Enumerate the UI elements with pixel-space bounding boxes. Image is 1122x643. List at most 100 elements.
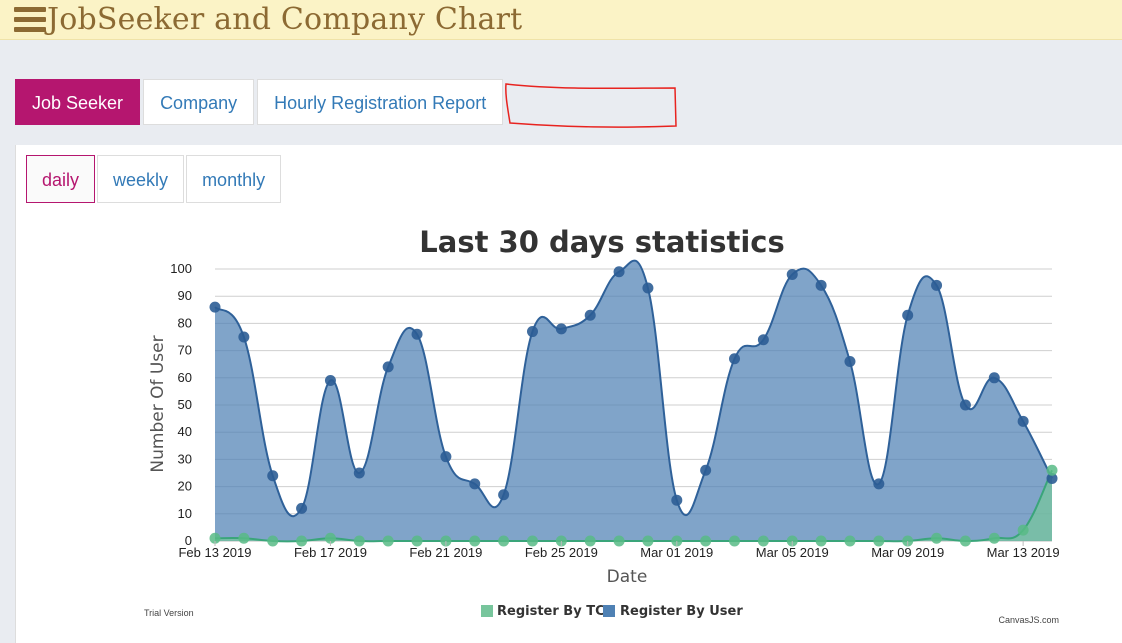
point-register-by-tc[interactable] <box>613 535 625 547</box>
page-title: JobSeeker and Company Chart <box>47 2 523 37</box>
trial-version-label: Trial Version <box>144 608 194 618</box>
point-register-by-user[interactable] <box>786 268 798 280</box>
main-tabs: Job Seeker Company Hourly Registration R… <box>15 79 506 125</box>
y-tick-label: 100 <box>170 261 192 276</box>
point-register-by-user[interactable] <box>815 279 827 291</box>
legend-swatch-user <box>603 605 615 617</box>
point-register-by-user[interactable] <box>757 334 769 346</box>
tab-company[interactable]: Company <box>143 79 255 125</box>
point-register-by-user[interactable] <box>382 361 394 373</box>
point-register-by-user[interactable] <box>555 323 567 335</box>
point-register-by-tc[interactable] <box>353 535 365 547</box>
point-register-by-tc[interactable] <box>238 532 250 544</box>
tab-daily[interactable]: daily <box>26 155 96 203</box>
y-tick-label: 90 <box>178 288 192 303</box>
point-register-by-user[interactable] <box>613 266 625 278</box>
point-register-by-tc[interactable] <box>324 532 336 544</box>
point-register-by-user[interactable] <box>526 326 538 338</box>
point-register-by-user[interactable] <box>267 470 279 482</box>
legend-swatch-tc <box>481 605 493 617</box>
x-tick-label: Mar 09 2019 <box>871 545 944 560</box>
y-tick-label: 50 <box>178 397 192 412</box>
point-register-by-tc[interactable] <box>498 535 510 547</box>
point-register-by-tc[interactable] <box>469 535 481 547</box>
legend: Register By TC Register By User <box>481 604 743 619</box>
point-register-by-user[interactable] <box>440 451 452 463</box>
point-register-by-user[interactable] <box>642 282 654 294</box>
point-register-by-user[interactable] <box>1017 415 1029 427</box>
point-register-by-tc[interactable] <box>411 535 423 547</box>
point-register-by-tc[interactable] <box>700 535 712 547</box>
x-axis-title: Date <box>607 567 648 587</box>
area-register-by-user <box>215 260 1052 541</box>
legend-label-tc: Register By TC <box>497 604 605 619</box>
point-register-by-user[interactable] <box>931 279 943 291</box>
period-tabs: daily weekly monthly <box>26 155 283 203</box>
x-tick-label: Feb 21 2019 <box>409 545 482 560</box>
y-tick-label: 80 <box>178 315 192 330</box>
point-register-by-user[interactable] <box>902 309 914 321</box>
point-register-by-tc[interactable] <box>1046 464 1058 476</box>
canvasjs-credit[interactable]: CanvasJS.com <box>998 615 1059 625</box>
point-register-by-user[interactable] <box>324 375 336 387</box>
y-tick-label: 70 <box>178 343 192 358</box>
point-register-by-tc[interactable] <box>584 535 596 547</box>
tab-weekly[interactable]: weekly <box>97 155 185 203</box>
point-register-by-user[interactable] <box>411 328 423 340</box>
point-register-by-user[interactable] <box>959 399 971 411</box>
chart-panel: daily weekly monthly Last 30 days statis… <box>15 145 1122 643</box>
point-register-by-user[interactable] <box>1046 472 1058 484</box>
x-tick-label: Feb 25 2019 <box>525 545 598 560</box>
point-register-by-tc[interactable] <box>729 535 741 547</box>
y-tick-label: 0 <box>185 533 192 548</box>
chart-points <box>209 266 1058 547</box>
chart-title: Last 30 days statistics <box>419 225 784 259</box>
x-tick-label: Mar 05 2019 <box>756 545 829 560</box>
point-register-by-user[interactable] <box>584 309 596 321</box>
point-register-by-tc[interactable] <box>844 535 856 547</box>
point-register-by-tc[interactable] <box>959 535 971 547</box>
point-register-by-user[interactable] <box>671 494 683 506</box>
point-register-by-user[interactable] <box>700 464 712 476</box>
y-tick-label: 20 <box>178 479 192 494</box>
point-register-by-user[interactable] <box>238 331 250 343</box>
x-axis-ticks: Feb 13 2019 Feb 17 2019 Feb 21 2019 Feb 25 … <box>178 541 1060 560</box>
y-tick-label: 30 <box>178 451 192 466</box>
point-register-by-tc[interactable] <box>988 532 1000 544</box>
x-tick-label: Mar 13 2019 <box>987 545 1060 560</box>
y-axis-title: Number Of User <box>148 335 168 472</box>
chart-areas <box>214 259 1053 543</box>
legend-label-user: Register By User <box>620 604 743 619</box>
point-register-by-user[interactable] <box>873 478 885 490</box>
point-register-by-tc[interactable] <box>267 535 279 547</box>
point-register-by-tc[interactable] <box>209 532 221 544</box>
x-tick-label: Mar 01 2019 <box>640 545 713 560</box>
menu-icon[interactable] <box>14 7 46 33</box>
x-tick-label: Feb 17 2019 <box>294 545 367 560</box>
point-register-by-tc[interactable] <box>757 535 769 547</box>
point-register-by-user[interactable] <box>729 353 741 365</box>
point-register-by-tc[interactable] <box>382 535 394 547</box>
point-register-by-user[interactable] <box>353 467 365 479</box>
tab-monthly[interactable]: monthly <box>186 155 282 203</box>
x-tick-label: Feb 13 2019 <box>178 545 251 560</box>
y-tick-label: 40 <box>178 424 192 439</box>
point-register-by-tc[interactable] <box>526 535 538 547</box>
red-annotation-box <box>505 83 677 128</box>
tab-job-seeker[interactable]: Job Seeker <box>15 79 141 125</box>
point-register-by-tc[interactable] <box>815 535 827 547</box>
y-tick-label: 10 <box>178 506 192 521</box>
point-register-by-user[interactable] <box>296 502 308 514</box>
top-bar: JobSeeker and Company Chart <box>0 0 1122 40</box>
point-register-by-user[interactable] <box>209 301 221 313</box>
point-register-by-tc[interactable] <box>873 535 885 547</box>
point-register-by-tc[interactable] <box>931 532 943 544</box>
point-register-by-user[interactable] <box>988 372 1000 384</box>
point-register-by-user[interactable] <box>498 489 510 501</box>
point-register-by-user[interactable] <box>469 478 481 490</box>
tab-hourly-registration-report[interactable]: Hourly Registration Report <box>257 79 504 125</box>
point-register-by-tc[interactable] <box>642 535 654 547</box>
point-register-by-user[interactable] <box>844 355 856 367</box>
point-register-by-tc[interactable] <box>296 535 308 547</box>
point-register-by-tc[interactable] <box>1017 524 1029 536</box>
